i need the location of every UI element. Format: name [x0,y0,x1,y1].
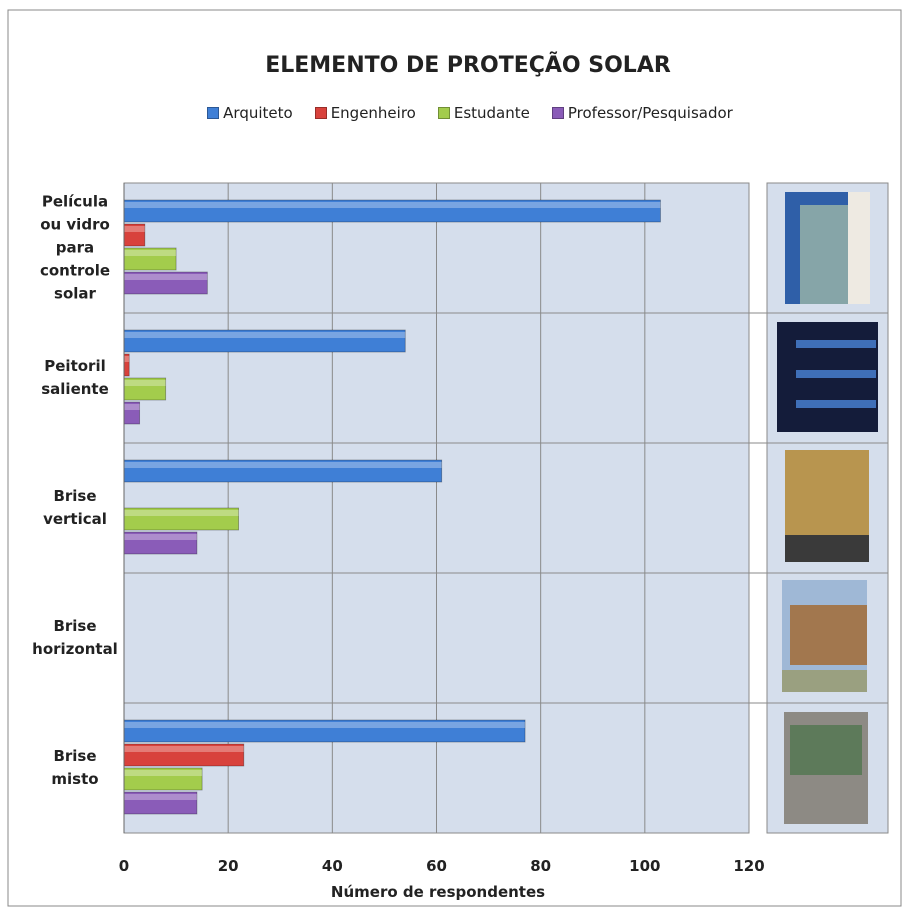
bar-highlight [124,746,244,752]
bar-highlight [124,332,406,338]
bar-highlight [124,380,166,386]
x-tick-label: 80 [530,857,551,875]
legend-label: Professor/Pesquisador [567,104,733,122]
legend-swatch [314,107,327,119]
y-tick-label: Peitoril saliente [41,357,109,398]
photos [777,192,878,824]
x-tick-label: 20 [218,857,239,875]
photo [782,670,867,692]
legend-label: Arquiteto [223,104,293,122]
bar-highlight [124,274,208,280]
bar-highlight [124,534,197,540]
y-tick-label: Brise vertical [43,487,107,528]
photo [848,192,870,304]
legend-item: Professor/Pesquisador [551,104,733,122]
x-tick-label: 40 [322,857,343,875]
legend-label: Estudante [453,104,530,122]
bar-highlight [124,202,661,208]
bar-highlight [124,226,145,232]
bar-highlight [124,462,442,468]
y-tick-label: Brise horizontal [32,617,118,658]
legend: Arquiteto Engenheiro Estudante Professor/Pe… [0,104,905,122]
photo [800,205,855,304]
photo [785,535,869,562]
x-tick-label: 60 [426,857,447,875]
legend-item: Arquiteto [207,104,293,122]
x-axis-title: Número de respondentes [331,883,545,901]
x-tick-label: 120 [733,857,764,875]
bar-highlight [124,770,203,776]
bar-highlight [124,356,130,362]
legend-item: Estudante [437,104,530,122]
chart-title: ELEMENTO DE PROTEÇÃO SOLAR [265,52,671,78]
legend-swatch [207,107,220,119]
y-tick-label: Brise misto [51,747,99,788]
photo [796,340,876,348]
photo [796,400,876,408]
legend-swatch [551,107,564,119]
y-tick-label: Película ou vidro para controle solar [39,192,111,303]
photo [796,370,876,378]
legend-label: Engenheiro [330,104,416,122]
bar-highlight [124,250,177,256]
bar-highlight [124,510,239,516]
photo [790,605,867,665]
bar-highlight [124,722,526,728]
x-tick-label: 0 [119,857,129,875]
legend-swatch [437,107,450,119]
legend-item: Engenheiro [314,104,416,122]
photo [790,725,862,775]
bar-highlight [124,794,197,800]
bar-highlight [124,404,140,410]
x-tick-label: 100 [629,857,660,875]
